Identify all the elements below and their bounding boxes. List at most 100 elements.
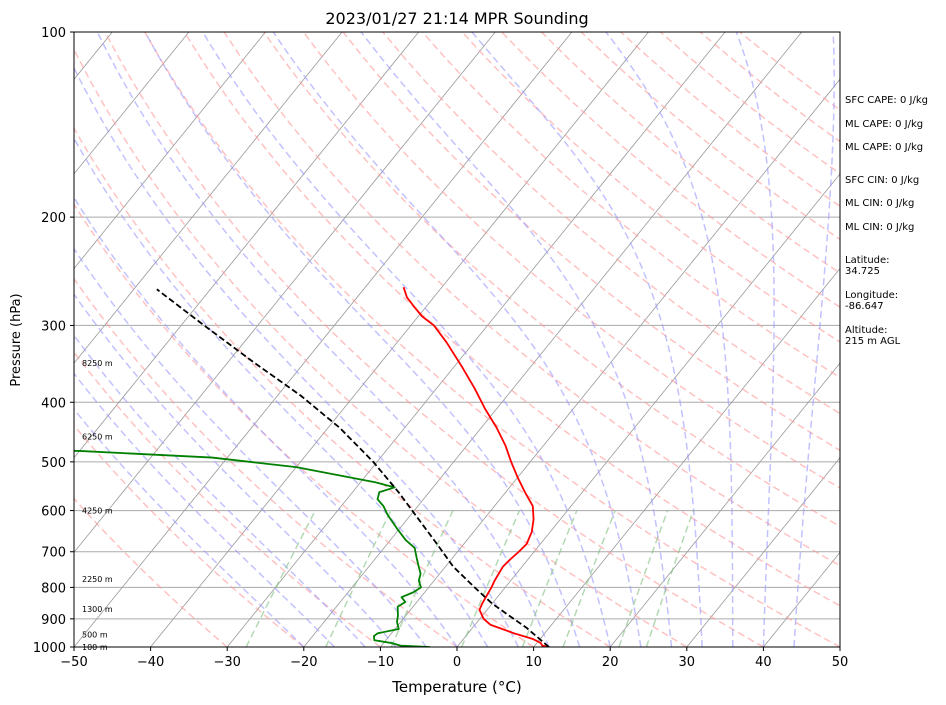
mixing-ratio-line [325, 510, 392, 647]
x-tick-label: 30 [679, 655, 696, 670]
moist-adiabat-line [74, 372, 335, 647]
x-tick-label: −40 [137, 655, 164, 670]
altitude-value: 215 m AGL [845, 336, 901, 347]
series-temperature-line [402, 286, 550, 647]
isotherm-line [74, 32, 190, 175]
isotherm-line [226, 32, 726, 647]
y-tick-label: 100 [41, 26, 66, 41]
ml-cin-1: ML CIN: 0 J/kg [845, 198, 915, 209]
moist-adiabat-line [74, 66, 519, 647]
x-tick-label: 10 [525, 655, 542, 670]
moist-adiabat-line [735, 32, 775, 647]
y-tick-label: 500 [41, 456, 66, 471]
sfc-cape: SFC CAPE: 0 J/kg [845, 95, 928, 106]
moist-adiabat-line [360, 32, 673, 647]
isotherm-line [74, 32, 420, 459]
isotherm-line [380, 78, 840, 647]
longitude-label: Longitude: [845, 290, 899, 301]
height-label: 1300 m [82, 605, 113, 614]
axis-ticks: −50 −40 −30 −20 −10 0 10 20 30 40 50 100 200 300 400 50… [33, 26, 848, 670]
y-tick-label: 1000 [33, 641, 66, 656]
x-tick-label: −50 [60, 655, 87, 670]
moist-adiabat-line [96, 32, 550, 647]
moist-adiabat-line [272, 32, 642, 647]
mixing-ratio-line [461, 510, 521, 647]
series-dewpoint-line [74, 449, 431, 647]
dry-adiabat-line [74, 47, 688, 647]
series-parcel-line [156, 288, 550, 647]
height-label: 6250 m [82, 433, 113, 442]
dry-adiabat-line [263, 32, 840, 528]
sfc-cin: SFC CIN: 0 J/kg [845, 175, 920, 186]
y-axis-label: Pressure (hPa) [9, 293, 24, 386]
height-label: 100 m [82, 643, 108, 652]
mixing-ratio-line [562, 510, 616, 647]
dry-adiabat-line [183, 32, 840, 607]
mixing-ratio-line [390, 510, 454, 647]
moist-adiabat-line [144, 32, 581, 647]
moist-adiabat-line [74, 247, 427, 647]
mixing-ratio-line [245, 510, 316, 647]
x-tick-label: 0 [453, 655, 461, 670]
moist-adiabat-line [74, 136, 489, 647]
dry-adiabat-line [342, 32, 840, 452]
x-tick-label: −20 [290, 655, 317, 670]
x-tick-label: 20 [602, 655, 619, 670]
y-tick-label: 900 [41, 613, 66, 628]
dry-adiabat-line [74, 203, 535, 647]
ml-cape-1: ML CAPE: 0 J/kg [845, 119, 924, 130]
y-tick-label: 700 [41, 546, 66, 561]
moist-adiabat-line [793, 32, 835, 647]
height-label: 4250 m [82, 507, 113, 516]
isotherm-line [686, 457, 840, 647]
mixing-ratio-line [618, 510, 669, 647]
isotherm-line [74, 32, 266, 270]
dry-adiabat-line [302, 32, 840, 489]
dry-adiabat-line [74, 126, 611, 647]
y-tick-label: 600 [41, 505, 66, 520]
latitude-label: Latitude: [845, 255, 890, 266]
x-tick-label: −10 [367, 655, 394, 670]
dry-adiabat-line [74, 497, 228, 647]
background-lines [74, 32, 840, 647]
isotherm-line [456, 173, 840, 647]
dry-adiabat-line [223, 32, 840, 567]
height-label: 500 m [82, 631, 108, 640]
isotherm-line [609, 362, 840, 647]
dry-adiabat-line [144, 32, 840, 647]
moist-adiabat-line [202, 32, 611, 647]
isotherm-line [533, 267, 840, 647]
height-label: 8250 m [82, 359, 113, 368]
height-label: 2250 m [82, 575, 113, 584]
altitude-label: Altitude: [845, 325, 888, 336]
y-tick-label: 200 [41, 211, 66, 226]
y-tick-label: 800 [41, 581, 66, 596]
moist-adiabat-line [74, 292, 397, 647]
isotherm-line [303, 32, 803, 647]
chart-title: 2023/01/27 21:14 MPR Sounding [325, 9, 588, 28]
isotherm-line [150, 32, 649, 647]
isotherm-line [74, 32, 573, 647]
isotherm-line [74, 32, 496, 554]
mixing-ratio-line [521, 510, 578, 647]
moist-adiabat-line [605, 32, 734, 647]
moist-adiabat-line [74, 334, 366, 647]
series-layer [74, 286, 550, 647]
dry-adiabat-line [74, 277, 458, 647]
y-tick-label: 400 [41, 396, 66, 411]
x-tick-label: 50 [832, 655, 849, 670]
ml-cape-2: ML CAPE: 0 J/kg [845, 142, 924, 153]
y-tick-label: 300 [41, 319, 66, 334]
isotherm-line [74, 32, 343, 364]
latitude-value: 34.725 [845, 266, 880, 277]
moist-adiabat-line [471, 32, 703, 647]
x-axis-label: Temperature (°C) [391, 678, 521, 696]
moist-adiabat-line [74, 196, 458, 647]
x-tick-label: 40 [755, 655, 772, 670]
x-tick-label: −30 [213, 655, 240, 670]
dry-adiabat-line [74, 424, 305, 647]
ml-cin-2: ML CIN: 0 J/kg [845, 222, 915, 233]
longitude-value: -86.647 [845, 301, 884, 312]
mixing-ratio-line [645, 510, 695, 647]
